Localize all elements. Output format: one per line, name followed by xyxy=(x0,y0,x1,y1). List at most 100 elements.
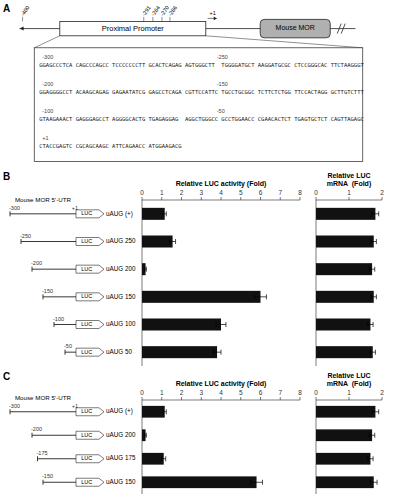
construct-label: uAUG 175 xyxy=(106,454,136,461)
construct-line xyxy=(21,241,76,242)
sequence-position: -50 xyxy=(217,108,225,114)
position-tick xyxy=(170,17,171,22)
construct-line xyxy=(54,324,76,325)
x-tick-label: 5 xyxy=(239,389,243,396)
error-cap xyxy=(369,433,370,438)
y-axis-line xyxy=(142,200,143,366)
sequence-text: GGAGCCCTCA CAGCCCAGCC TCCCCCCCTT GCACTCA… xyxy=(39,62,364,68)
luc-label: LUC xyxy=(81,266,92,272)
bars xyxy=(142,208,266,358)
x-tick-label: 0 xyxy=(140,389,144,396)
error-line xyxy=(369,269,374,270)
x-tick-label: 0 xyxy=(140,189,144,196)
break-slash xyxy=(341,24,345,34)
construct-start-tick xyxy=(21,239,22,244)
construct-line xyxy=(32,435,76,436)
construct-label: uAUG 200 xyxy=(106,265,136,272)
construct-scheme: LUCuAUG (+)-300+1Mouse MOR 5’-UTRLUCuAUG… xyxy=(9,196,136,356)
construct-start-tick xyxy=(65,350,66,355)
error-cap xyxy=(175,239,176,244)
error-bar xyxy=(170,239,176,244)
sequence-text: GTAAGAAACT GAGGGAGCCT AGGGGCACTG TGAGAGG… xyxy=(39,116,364,122)
construct-position: -300 xyxy=(9,205,20,211)
luc-reporter xyxy=(76,408,104,416)
x-tick xyxy=(382,197,383,200)
luc-reporter xyxy=(76,455,104,463)
position-tick xyxy=(162,17,163,22)
x-tick-label: 0 xyxy=(314,389,318,396)
error-cap xyxy=(373,322,374,327)
chart-title: Relative LUC activity (Fold) xyxy=(176,180,267,188)
error-line xyxy=(370,482,377,483)
position-tick xyxy=(22,17,23,22)
tss-label: +1 xyxy=(72,205,78,211)
x-tick-label: 1 xyxy=(160,189,164,196)
bar xyxy=(142,291,261,303)
error-cap xyxy=(161,456,162,461)
x-tick xyxy=(201,397,202,400)
panel-label: B xyxy=(3,171,10,182)
sequence-text: GGAGGGGCCT ACAAGCAGAG GAGAATATCG GAGCCTC… xyxy=(39,89,364,95)
error-line xyxy=(371,241,376,242)
error-bar xyxy=(145,433,147,438)
bar xyxy=(142,319,221,331)
gene-arrowhead xyxy=(20,27,24,31)
error-cap xyxy=(163,211,164,216)
construct-position: -300 xyxy=(9,403,20,409)
bar xyxy=(142,406,165,418)
bar xyxy=(142,429,146,441)
construct-position: -150 xyxy=(42,288,53,294)
bar xyxy=(142,263,146,275)
error-bar xyxy=(255,294,267,299)
error-bar xyxy=(372,409,379,414)
error-cap xyxy=(144,267,145,272)
mor-label: Mouse MOR xyxy=(276,24,315,31)
error-cap xyxy=(370,350,371,355)
x-tick xyxy=(316,397,317,400)
construct-start-tick xyxy=(54,322,55,327)
construct-scheme: LUCuAUG (+)-300+1Mouse MOR 5’-UTRLUCuAUG… xyxy=(9,394,136,487)
construct-position: -175 xyxy=(37,450,48,456)
bar xyxy=(142,453,164,465)
error-cap xyxy=(378,211,379,216)
gene-line xyxy=(20,28,60,29)
title-line: Relative LUC xyxy=(327,372,370,379)
luc-reporter xyxy=(76,293,104,301)
x-tick xyxy=(221,197,222,200)
luc-reporter xyxy=(76,265,104,273)
error-cap xyxy=(250,480,251,485)
x-tick-label: 0 xyxy=(314,189,318,196)
construct-start-tick xyxy=(32,433,33,438)
luc-label: LUC xyxy=(81,321,92,327)
x-tick-label: 7 xyxy=(278,389,282,396)
mor-box xyxy=(260,19,330,37)
tss-arrowhead xyxy=(214,17,217,21)
x-tick-label: 8 xyxy=(298,189,302,196)
bar xyxy=(142,236,173,248)
bar-plot: Relative LUC activity (Fold)012345678 xyxy=(140,180,302,366)
error-line xyxy=(255,296,267,297)
bar xyxy=(142,346,217,358)
construct-position: -100 xyxy=(53,316,64,322)
error-line xyxy=(370,352,375,353)
construct-label: uAUG (+) xyxy=(106,407,133,415)
error-line xyxy=(368,458,373,459)
sequence-position: +1 xyxy=(42,135,48,141)
construct-start-tick xyxy=(32,267,33,272)
error-cap xyxy=(376,294,377,299)
title-line: Relative LUC xyxy=(327,172,370,179)
x-tick xyxy=(142,397,143,400)
x-tick-label: 4 xyxy=(219,389,223,396)
luc-reporter xyxy=(76,321,104,329)
x-tick xyxy=(280,197,281,200)
error-cap xyxy=(372,409,373,414)
bars xyxy=(142,406,262,488)
error-cap xyxy=(221,350,222,355)
bar xyxy=(316,476,374,488)
position-label: -291 xyxy=(141,5,152,17)
position-tick xyxy=(143,17,144,22)
construct-start-tick xyxy=(43,294,44,299)
error-bar xyxy=(163,409,166,414)
x-tick-label: 3 xyxy=(199,389,203,396)
error-bar xyxy=(370,480,377,485)
